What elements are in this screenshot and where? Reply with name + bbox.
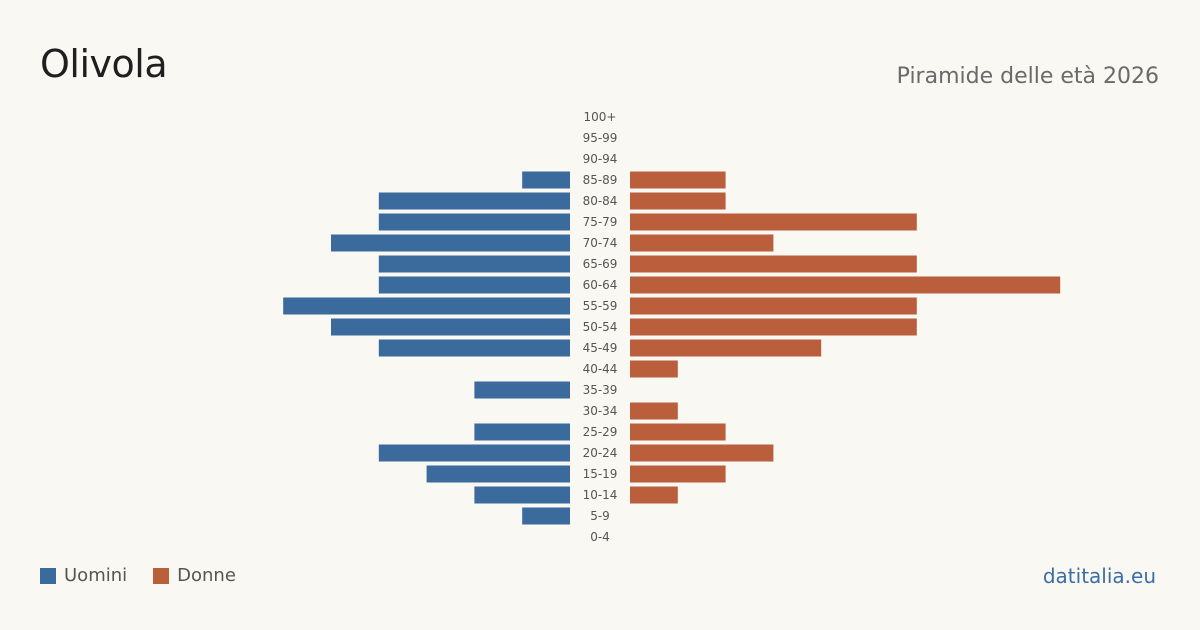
bar-men-60-64 — [378, 276, 570, 294]
chart-title: Olivola — [40, 42, 168, 86]
legend-item-women: Donne — [153, 565, 236, 586]
bar-women-65-69 — [630, 255, 917, 273]
age-label-75-79: 75-79 — [583, 215, 618, 229]
bar-men-75-79 — [378, 213, 570, 231]
age-label-65-69: 65-69 — [583, 257, 618, 271]
brand-link[interactable]: datitalia.eu — [1042, 564, 1156, 588]
bar-men-10-14 — [474, 486, 570, 504]
age-label-15-19: 15-19 — [583, 467, 618, 481]
age-label-100+: 100+ — [584, 110, 617, 124]
bar-women-85-89 — [630, 171, 726, 189]
bar-women-20-24 — [630, 444, 774, 462]
age-label-25-29: 25-29 — [583, 425, 618, 439]
bar-women-40-44 — [630, 360, 678, 378]
bar-men-25-29 — [474, 423, 570, 441]
bar-women-25-29 — [630, 423, 726, 441]
bar-men-20-24 — [378, 444, 570, 462]
legend-label-men: Uomini — [64, 565, 128, 586]
age-label-60-64: 60-64 — [583, 278, 618, 292]
chart-legend: Uomini Donne — [40, 565, 236, 586]
age-label-70-74: 70-74 — [583, 236, 618, 250]
bar-women-70-74 — [630, 234, 774, 252]
age-label-5-9: 5-9 — [590, 509, 610, 523]
bar-men-55-59 — [283, 297, 570, 315]
age-label-40-44: 40-44 — [583, 362, 618, 376]
bar-men-65-69 — [378, 255, 570, 273]
bar-women-80-84 — [630, 192, 726, 210]
bar-men-5-9 — [522, 507, 570, 525]
age-label-45-49: 45-49 — [583, 341, 618, 355]
age-label-55-59: 55-59 — [583, 299, 618, 313]
legend-swatch-women — [153, 567, 170, 584]
bar-men-50-54 — [331, 318, 570, 336]
age-label-20-24: 20-24 — [583, 446, 618, 460]
age-label-90-94: 90-94 — [583, 152, 618, 166]
legend-swatch-men — [40, 567, 56, 584]
age-label-0-4: 0-4 — [590, 530, 610, 544]
bar-men-15-19 — [426, 465, 570, 483]
bar-women-55-59 — [630, 297, 917, 315]
age-label-35-39: 35-39 — [583, 383, 618, 397]
legend-label-women: Donne — [177, 565, 236, 586]
age-label-80-84: 80-84 — [583, 194, 618, 208]
bar-women-15-19 — [630, 465, 726, 483]
age-label-50-54: 50-54 — [583, 320, 618, 334]
bar-women-50-54 — [630, 318, 917, 336]
bar-women-45-49 — [630, 339, 822, 357]
bar-women-30-34 — [630, 402, 678, 420]
age-label-30-34: 30-34 — [583, 404, 618, 418]
legend-item-men: Uomini — [40, 565, 127, 586]
age-label-85-89: 85-89 — [583, 173, 618, 187]
age-label-10-14: 10-14 — [583, 488, 618, 502]
bar-men-70-74 — [331, 234, 570, 252]
bar-men-35-39 — [474, 381, 570, 399]
chart-subtitle: Piramide delle età 2026 — [896, 64, 1159, 89]
bar-women-60-64 — [630, 276, 1061, 294]
bar-women-10-14 — [630, 486, 678, 504]
bar-men-80-84 — [378, 192, 570, 210]
bar-women-75-79 — [630, 213, 917, 231]
bar-men-45-49 — [378, 339, 570, 357]
bar-men-85-89 — [522, 171, 570, 189]
age-label-95-99: 95-99 — [583, 131, 618, 145]
